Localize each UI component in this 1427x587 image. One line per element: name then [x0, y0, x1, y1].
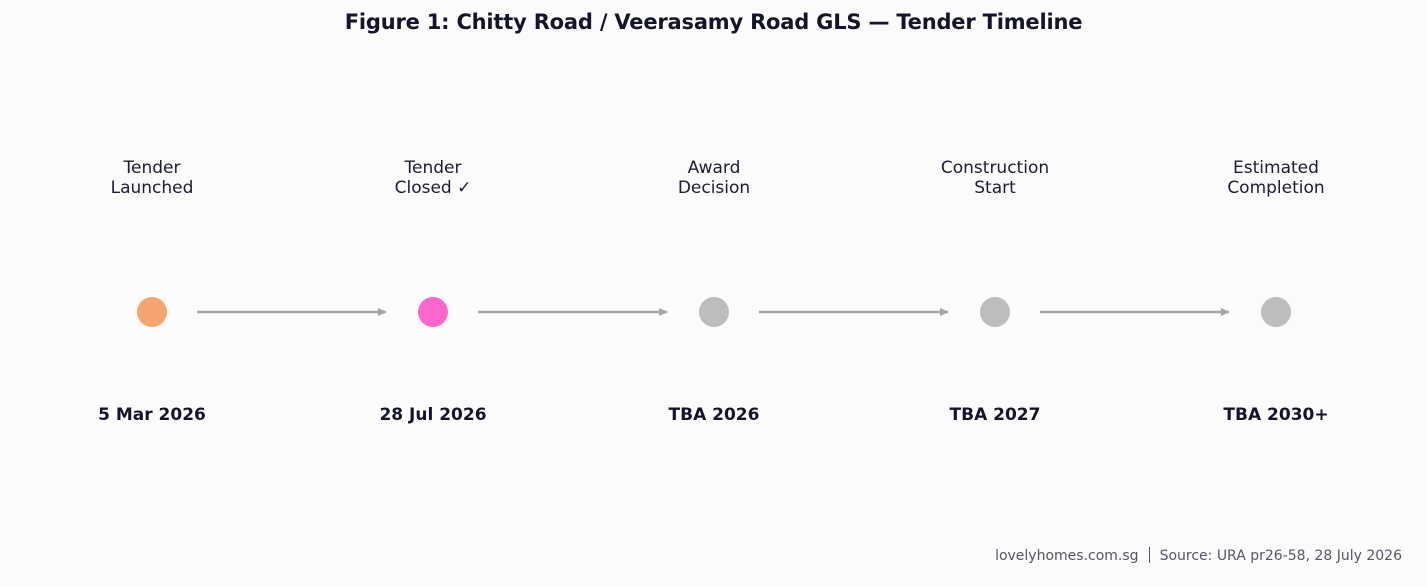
milestone-label: Estimated Completion [1227, 158, 1325, 198]
figure-title: Figure 1: Chitty Road / Veerasamy Road G… [344, 10, 1083, 34]
milestone-tender-launched: Tender Launched 5 Mar 2026 [42, 0, 262, 587]
milestone-estimated-completion: Estimated Completion TBA 2030+ [1166, 0, 1386, 587]
milestone-dot [418, 297, 448, 327]
footer: lovelyhomes.com.sg Source: URA pr26-58, 2… [995, 547, 1402, 564]
milestone-dot [699, 297, 729, 327]
milestone-tender-closed: Tender Closed ✓ 28 Jul 2026 [323, 0, 543, 587]
milestone-award-decision: Award Decision TBA 2026 [604, 0, 824, 587]
milestone-label: Tender Closed ✓ [394, 158, 472, 198]
milestone-dot [137, 297, 167, 327]
milestone-date: TBA 2026 [668, 405, 760, 425]
milestone-construction-start: Construction Start TBA 2027 [885, 0, 1105, 587]
milestone-dot [980, 297, 1010, 327]
milestone-dot [1261, 297, 1291, 327]
milestone-label: Construction Start [940, 158, 1050, 198]
milestone-label: Tender Launched [110, 158, 194, 198]
milestone-date: TBA 2030+ [1223, 405, 1329, 425]
footer-source: Source: URA pr26-58, 28 July 2026 [1159, 548, 1402, 564]
footer-separator [1148, 547, 1150, 563]
milestone-label: Award Decision [677, 158, 751, 198]
milestone-date: 5 Mar 2026 [98, 405, 206, 425]
milestone-date: 28 Jul 2026 [379, 405, 487, 425]
footer-site: lovelyhomes.com.sg [995, 548, 1139, 564]
milestone-date: TBA 2027 [949, 405, 1041, 425]
